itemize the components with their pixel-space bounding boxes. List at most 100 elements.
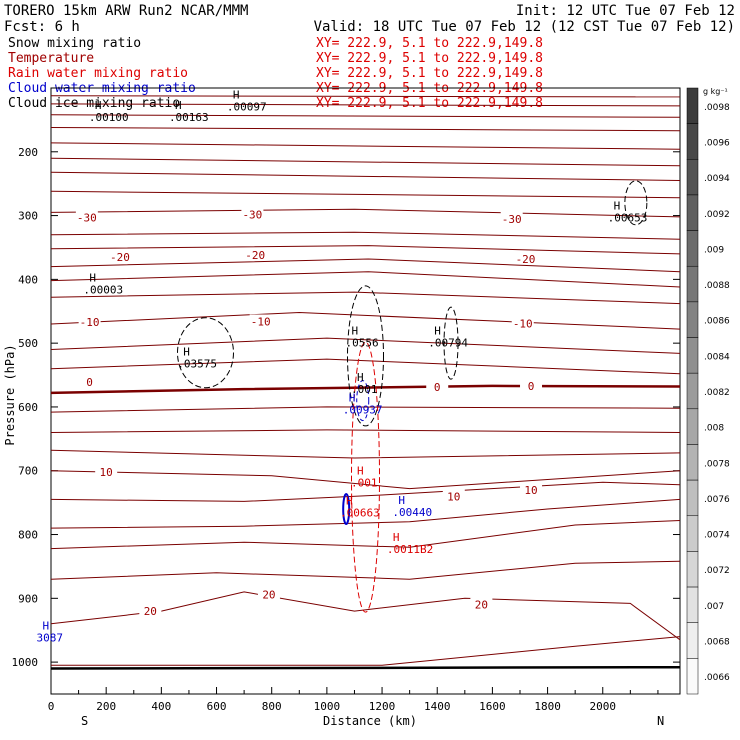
temperature-contour-line xyxy=(50,358,681,375)
temperature-label-bg xyxy=(520,378,543,391)
temperature-contour-line xyxy=(50,311,681,330)
x-tick-label: 1400 xyxy=(424,700,451,713)
snow-max-label: .00003 xyxy=(83,283,123,296)
temperature-contour-line xyxy=(50,498,681,529)
temperature-label-bg xyxy=(511,316,534,329)
snow-max-label: .00097 xyxy=(227,100,267,113)
cloud-water-contour xyxy=(356,380,370,422)
temperature-contour-line xyxy=(50,271,681,288)
snow-max-label-h: H xyxy=(233,88,240,101)
snow-max-label: .00794 xyxy=(428,336,468,349)
colorbar-segment xyxy=(686,123,699,160)
cloud-water-contour xyxy=(342,493,351,526)
x-axis-label: Distance (km) xyxy=(323,714,417,728)
legend-item-xy: XY= 222.9, 5.1 to 222.9,149.8 xyxy=(316,96,543,111)
temperature-contour-line xyxy=(51,636,681,666)
colorbar-segment xyxy=(686,337,699,374)
x-tick-label: 800 xyxy=(262,700,282,713)
temperature-label-bg xyxy=(249,314,272,327)
temperature-contours xyxy=(50,95,681,670)
x-tick-label: 400 xyxy=(151,700,171,713)
colorbar-segment xyxy=(686,87,699,124)
y-tick-label: 1000 xyxy=(12,656,39,669)
colorbar-segment xyxy=(686,194,699,231)
snow-max-label: .0556 xyxy=(346,336,379,349)
colorbar-tick-label: .007 xyxy=(704,602,724,612)
colorbar-segment xyxy=(686,515,699,552)
temperature-contour-line xyxy=(50,406,681,413)
colorbar-tick-label: .0094 xyxy=(704,174,730,184)
temperature-contour-line xyxy=(50,481,681,502)
snow-max-label-h: H xyxy=(183,345,190,358)
temperature-label: 10 xyxy=(100,466,113,479)
colorbar-segment xyxy=(686,301,699,338)
snow-max-label-h: H xyxy=(434,324,441,337)
colorbar-tick-label: .0068 xyxy=(704,638,730,648)
colorbar-segment xyxy=(686,658,699,695)
snow-contour xyxy=(176,317,234,389)
snow-contour xyxy=(443,306,459,380)
temperature-label: 10 xyxy=(447,490,460,503)
temperature-contour-line xyxy=(50,157,681,167)
colorbar-segment xyxy=(686,622,699,659)
colorbar-tick-label: .008 xyxy=(704,424,724,434)
temperature-label: -20 xyxy=(516,253,536,266)
y-tick-label: 800 xyxy=(18,529,38,542)
temperature-label: 10 xyxy=(524,484,537,497)
snow-max-label-h: H xyxy=(95,99,102,112)
temperature-label: -10 xyxy=(80,316,100,329)
legend-item-xy: XY= 222.9, 5.1 to 222.9,149.8 xyxy=(316,66,543,81)
temperature-contour-line xyxy=(50,258,681,273)
ground-line xyxy=(50,665,681,670)
temperature-contour-line xyxy=(50,560,681,580)
colorbar-tick-label: .0066 xyxy=(704,673,730,683)
temperature-label-bg xyxy=(520,482,543,495)
temperature-label: -30 xyxy=(502,213,522,226)
temperature-label-bg xyxy=(470,597,493,610)
colorbar-segment xyxy=(686,551,699,588)
legend-item-name: Temperature xyxy=(8,51,94,66)
colorbar-tick-label: .0076 xyxy=(704,495,730,505)
temperature-label-bg xyxy=(244,248,267,261)
legend-item-xy: XY= 222.9, 5.1 to 222.9,149.8 xyxy=(316,51,543,66)
colorbar-tick-label: .0084 xyxy=(704,352,730,362)
colorbar-segment xyxy=(686,586,699,623)
rain-max-label-h: H xyxy=(346,495,353,508)
colorbar-tick-label: .0074 xyxy=(704,531,730,541)
temperature-label-bg xyxy=(78,375,101,388)
temperature-label: 20 xyxy=(475,599,488,612)
colorbar-tick-label: .0092 xyxy=(704,210,730,220)
colorbar-tick-label: .0082 xyxy=(704,388,730,398)
colorbar-segment xyxy=(686,479,699,517)
cloud-water-max-label-h: H xyxy=(398,494,405,507)
temperature-label-bg xyxy=(108,250,131,263)
temperature-label: 0 xyxy=(86,376,93,389)
temperature-label-bg xyxy=(442,489,465,502)
field-legend: Snow mixing ratio XY= 222.9, 5.1 to 222.9… xyxy=(8,36,543,111)
snow-contour xyxy=(624,180,648,226)
temperature-contour-line xyxy=(50,591,681,641)
colorbar-tick-label: .0096 xyxy=(704,138,730,148)
x-tick-label: 1800 xyxy=(534,700,561,713)
temperature-contour-line xyxy=(50,171,681,181)
cloud-water-max-label: .00937 xyxy=(343,403,383,416)
header-init: Init: 12 UTC Tue 07 Feb 12 xyxy=(516,3,735,19)
temperature-label: -10 xyxy=(513,317,533,330)
cloud-water-max-label-h: H xyxy=(43,620,50,633)
colorbar-tick-label: .0072 xyxy=(704,566,730,576)
temperature-label-bg xyxy=(514,251,537,264)
axis-ticks: 0 200 400 600 800 1000 1200 1400 1600 1800 2000200… xyxy=(12,146,680,713)
snow-max-label-h: H xyxy=(175,99,182,112)
colorbar-segment xyxy=(686,230,699,267)
temperature-label: 0 xyxy=(528,380,535,393)
temperature-contour-line xyxy=(50,114,681,118)
legend-item-name: Snow mixing ratio xyxy=(8,36,141,51)
temperature-label-bg xyxy=(426,380,449,393)
snow-max-label: .03575 xyxy=(177,357,217,370)
contour-labels: -30 -30 -30 -20 -20 -20 -10 -10 -10 0 0 0 10 10 10 20 20… xyxy=(37,88,648,644)
temperature-label: -30 xyxy=(242,208,262,221)
temperature-contour-line xyxy=(50,337,681,354)
header-model: TORERO 15km ARW Run2 NCAR/MMM xyxy=(4,3,248,19)
y-tick-label: 200 xyxy=(18,146,38,159)
